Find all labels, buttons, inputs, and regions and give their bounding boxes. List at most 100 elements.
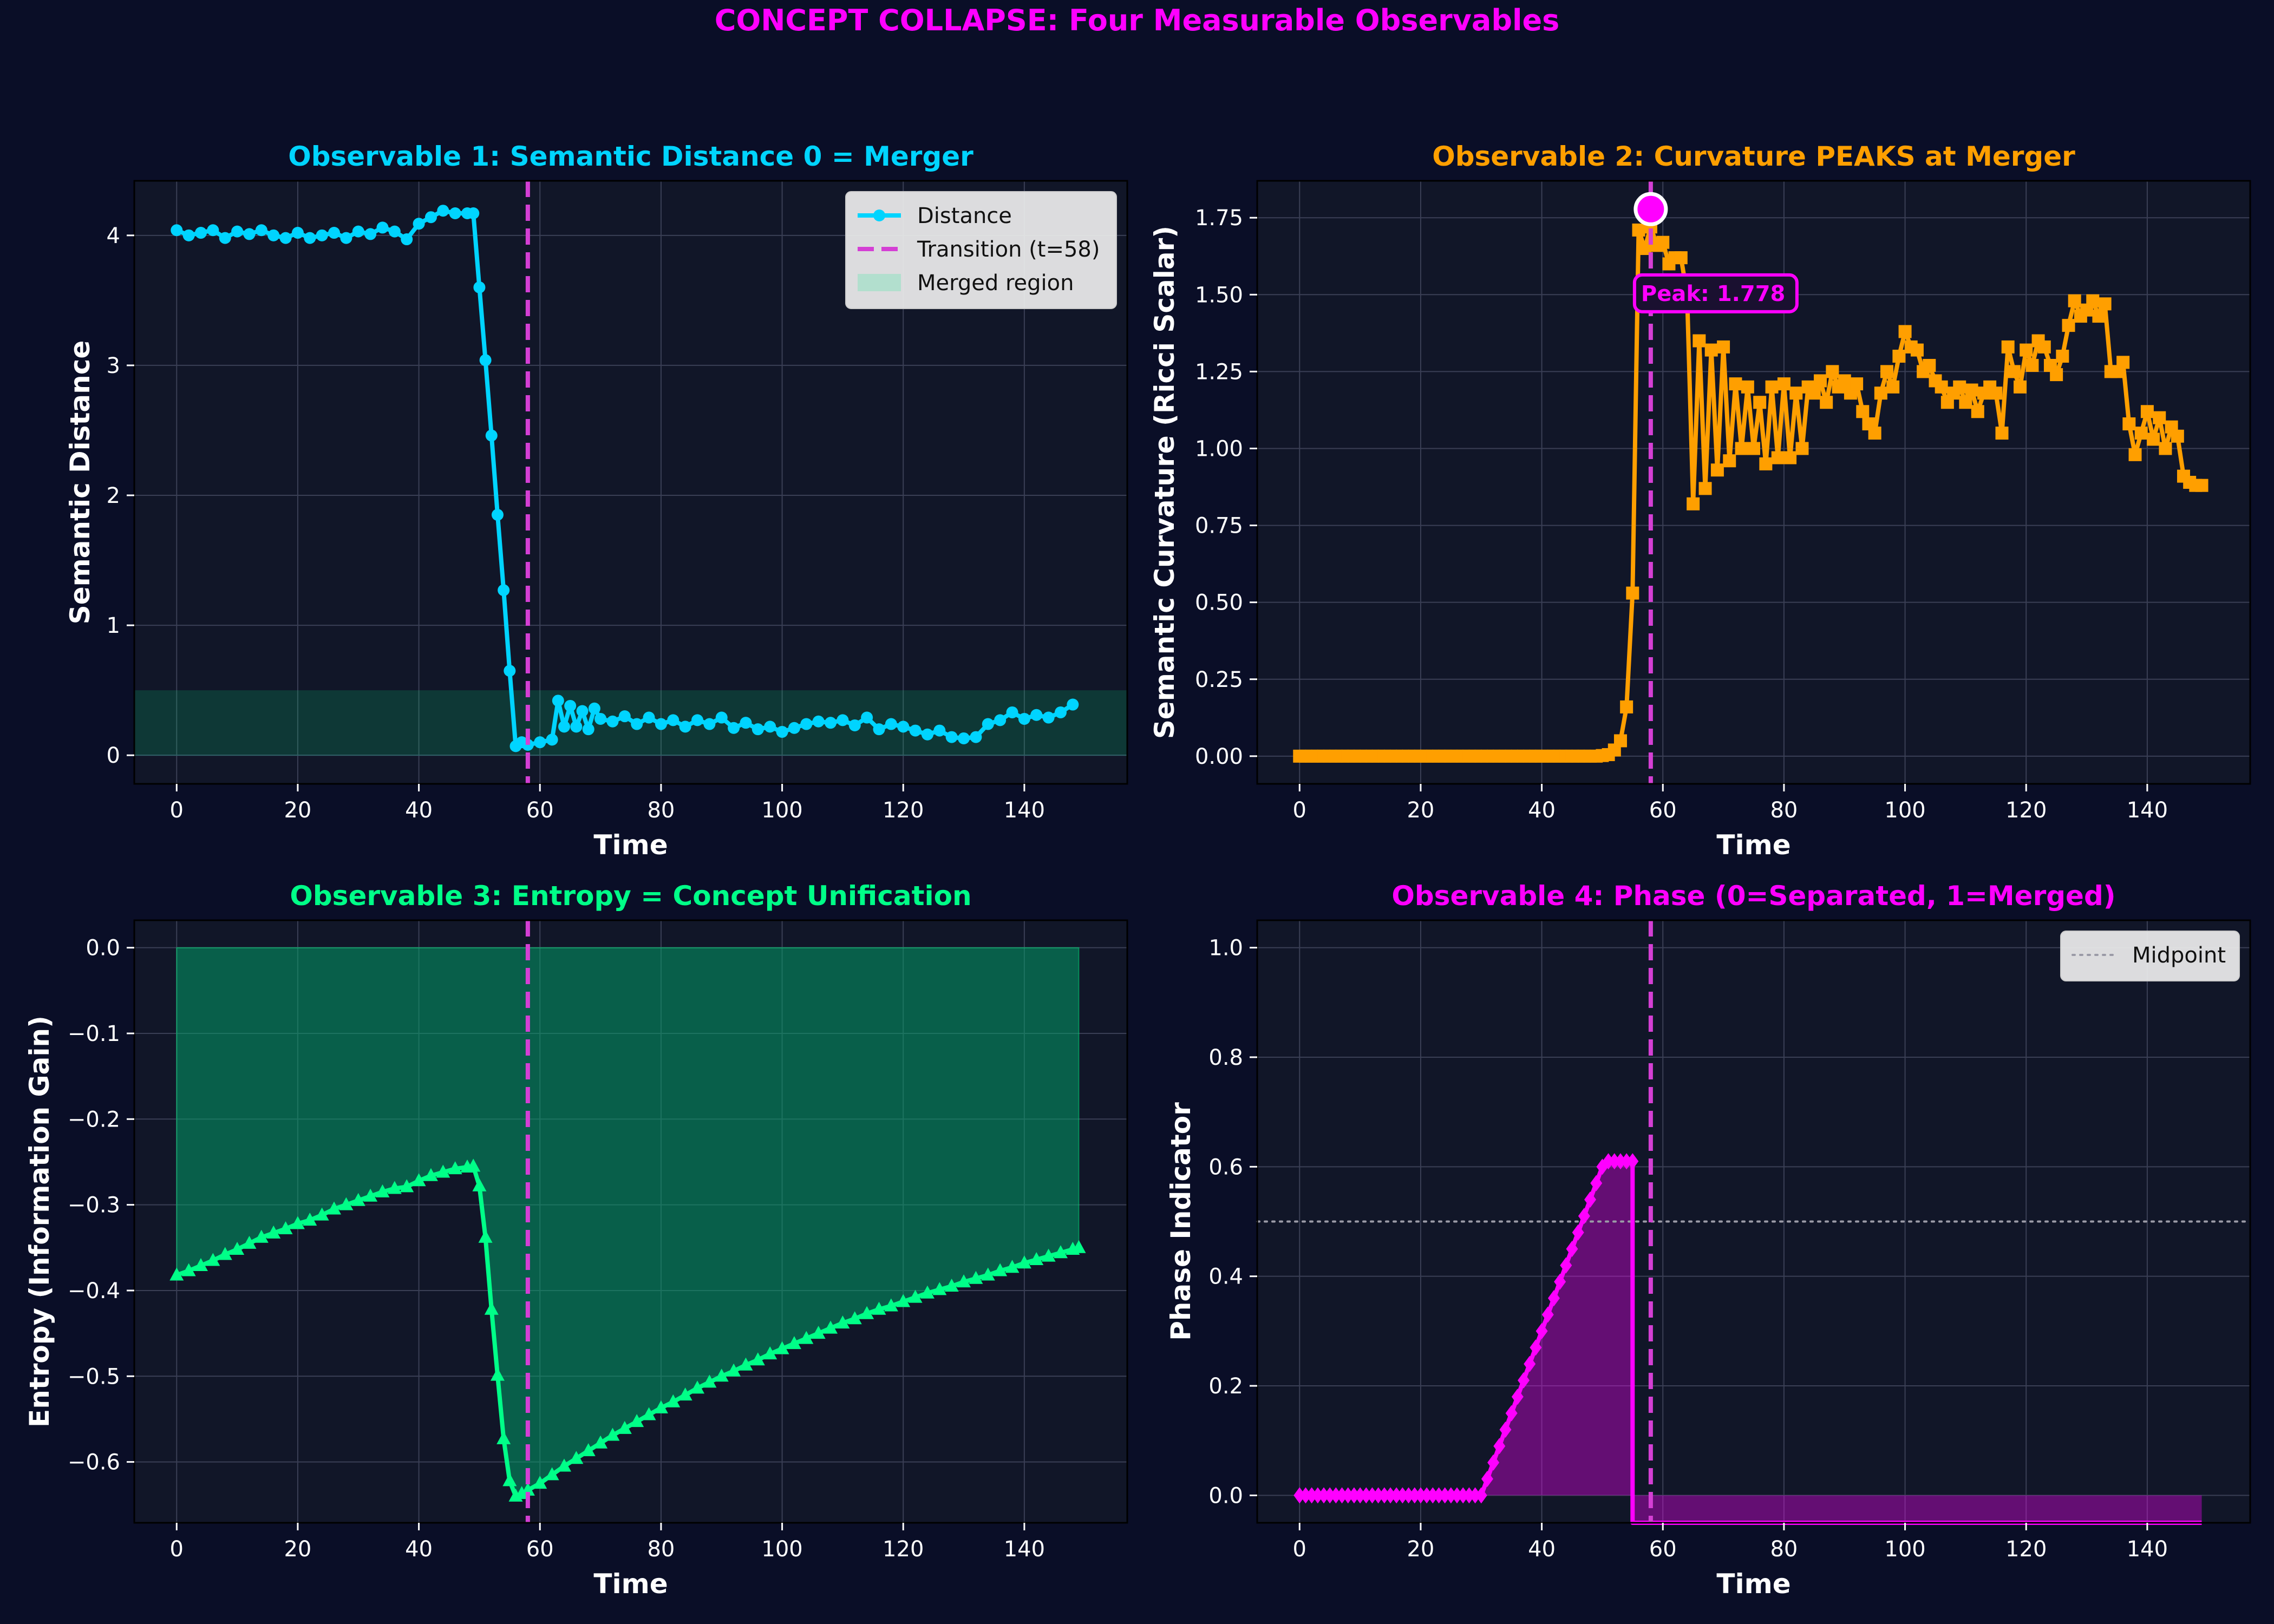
data-point bbox=[1838, 374, 1851, 388]
y-tick-label: 0.4 bbox=[1208, 1265, 1243, 1289]
data-point bbox=[643, 711, 655, 724]
data-point bbox=[1067, 698, 1079, 711]
data-point bbox=[993, 1263, 1008, 1276]
data-point bbox=[1620, 700, 1633, 713]
data-point bbox=[848, 719, 861, 731]
data-point bbox=[1469, 1487, 1481, 1504]
legend-patch-merged bbox=[858, 274, 901, 291]
peak-label: Peak: 1.778 bbox=[1641, 281, 1785, 306]
y-tick-label: −0.2 bbox=[68, 1107, 120, 1132]
data-point bbox=[1324, 1487, 1336, 1504]
data-point bbox=[1632, 223, 1645, 237]
data-point bbox=[1445, 1487, 1457, 1504]
data-point bbox=[490, 1367, 505, 1381]
data-point bbox=[1771, 451, 1785, 464]
data-point bbox=[896, 1294, 911, 1307]
data-point bbox=[740, 717, 752, 729]
data-point bbox=[787, 1336, 801, 1350]
data-point bbox=[546, 734, 558, 746]
data-point bbox=[479, 354, 492, 366]
data-point bbox=[2007, 365, 2021, 378]
legend-label: Midpoint bbox=[2132, 943, 2226, 968]
legend: Distance Transition (t=58) Merged region bbox=[845, 191, 1117, 309]
data-point bbox=[1524, 1355, 1536, 1372]
data-point bbox=[835, 1315, 850, 1329]
data-point bbox=[981, 1267, 995, 1281]
data-point bbox=[2092, 310, 2106, 323]
data-point bbox=[847, 1311, 862, 1325]
data-point bbox=[1421, 1487, 1433, 1504]
data-point bbox=[752, 723, 764, 736]
data-point bbox=[514, 1486, 529, 1499]
data-point bbox=[1017, 1255, 1031, 1269]
data-point bbox=[1390, 1487, 1403, 1504]
data-point bbox=[1378, 1487, 1390, 1504]
x-tick-label: 140 bbox=[1004, 798, 1045, 823]
data-point bbox=[304, 232, 316, 244]
data-point bbox=[897, 721, 910, 733]
data-point bbox=[750, 1352, 765, 1366]
data-point bbox=[1584, 1191, 1597, 1208]
x-tick-label: 0 bbox=[170, 1537, 184, 1562]
data-point bbox=[1608, 1153, 1620, 1170]
x-tick-label: 120 bbox=[2005, 798, 2047, 823]
data-point bbox=[1578, 1208, 1590, 1224]
data-point bbox=[219, 232, 231, 244]
data-point bbox=[837, 714, 849, 726]
data-point bbox=[2116, 356, 2130, 369]
data-point bbox=[1505, 1405, 1518, 1422]
x-tick-label: 120 bbox=[883, 1537, 924, 1562]
data-point bbox=[1547, 1290, 1560, 1307]
data-point bbox=[909, 724, 922, 737]
y-tick-label: 0.0 bbox=[86, 936, 120, 961]
data-point bbox=[473, 281, 486, 293]
data-point bbox=[594, 712, 607, 725]
data-point bbox=[606, 715, 619, 728]
chart-title: Observable 2: Curvature PEAKS at Merger bbox=[1432, 141, 2075, 172]
data-point bbox=[678, 1387, 692, 1401]
x-tick-label: 20 bbox=[284, 1537, 311, 1562]
data-point bbox=[2014, 380, 2027, 394]
plot-area bbox=[1257, 181, 2250, 784]
data-point bbox=[2025, 359, 2039, 372]
data-point bbox=[703, 718, 716, 730]
data-point bbox=[303, 1213, 317, 1226]
y-tick-label: 1.50 bbox=[1195, 283, 1243, 307]
data-point bbox=[1620, 1153, 1633, 1170]
data-point bbox=[715, 711, 728, 724]
y-tick-label: −0.4 bbox=[68, 1279, 120, 1304]
data-point bbox=[617, 1420, 632, 1434]
y-tick-label: 2 bbox=[107, 483, 120, 508]
data-point bbox=[1311, 1487, 1324, 1504]
data-point bbox=[1626, 586, 1639, 600]
data-point bbox=[957, 1274, 971, 1288]
x-tick-label: 120 bbox=[883, 798, 924, 823]
data-point bbox=[340, 232, 352, 244]
data-point bbox=[1560, 1257, 1572, 1274]
chart-title: Observable 1: Semantic Distance 0 = Merg… bbox=[288, 141, 973, 172]
data-point bbox=[691, 714, 704, 726]
data-point bbox=[534, 736, 546, 749]
y-tick-label: 0 bbox=[107, 743, 120, 768]
data-point bbox=[413, 218, 425, 230]
data-point bbox=[267, 229, 280, 241]
data-point bbox=[727, 1363, 741, 1377]
data-point bbox=[861, 711, 873, 724]
data-point bbox=[2062, 319, 2075, 332]
x-tick-label: 20 bbox=[284, 798, 311, 823]
data-point bbox=[1759, 457, 1773, 470]
data-point bbox=[557, 1458, 571, 1472]
data-point bbox=[667, 714, 679, 726]
figure-title: CONCEPT COLLAPSE: Four Measurable Observ… bbox=[715, 3, 1560, 37]
data-point bbox=[352, 225, 364, 238]
data-point bbox=[825, 717, 837, 729]
data-point bbox=[1354, 1487, 1367, 1504]
data-point bbox=[520, 1482, 535, 1496]
x-tick-label: 0 bbox=[1293, 1537, 1306, 1562]
data-point bbox=[776, 725, 788, 738]
legend-box bbox=[2060, 931, 2240, 981]
data-point bbox=[424, 211, 437, 224]
data-point bbox=[243, 228, 256, 240]
legend: Midpoint bbox=[2060, 931, 2240, 981]
data-point bbox=[218, 1247, 232, 1260]
